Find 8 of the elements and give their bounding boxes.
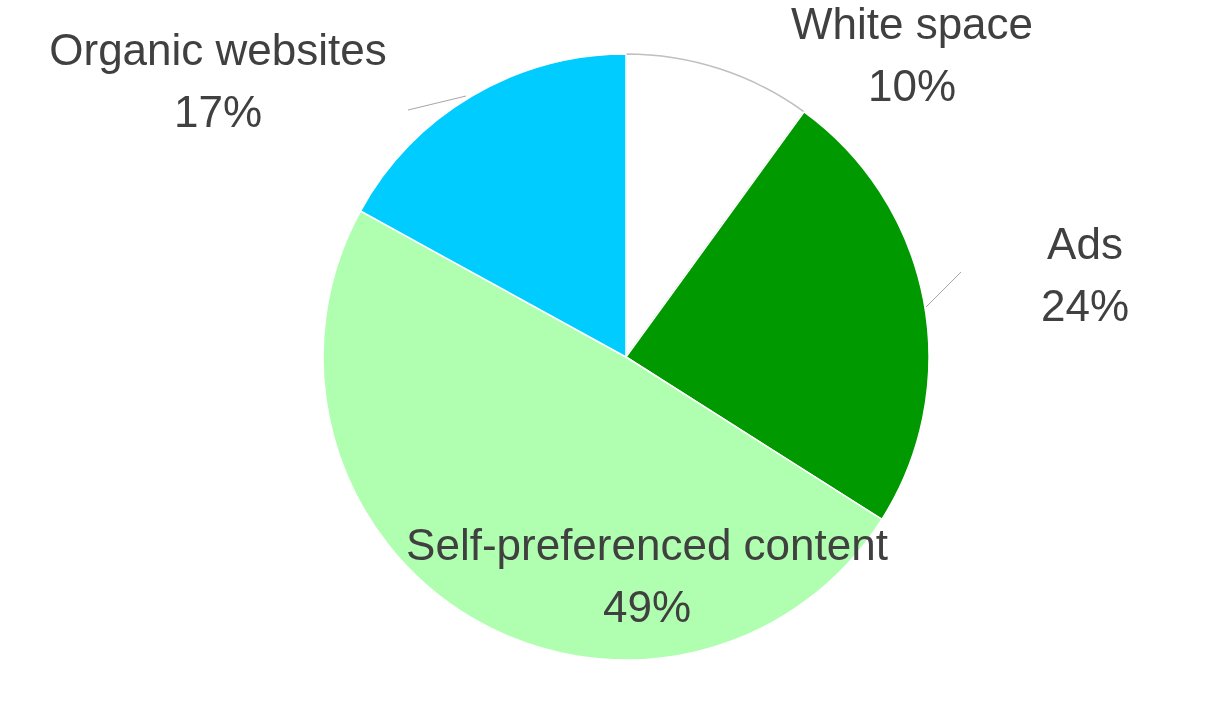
data-label: 17% [173,87,263,136]
data-label: 10% [867,61,957,110]
slice-label: Organic websites [49,25,387,74]
data-label: 49% [602,582,692,631]
slice-label: Ads [1047,219,1123,268]
data-label: 24% [1040,281,1130,330]
slice-label: White space [790,0,1034,48]
slice-label: Self-preferenced content [406,520,888,569]
